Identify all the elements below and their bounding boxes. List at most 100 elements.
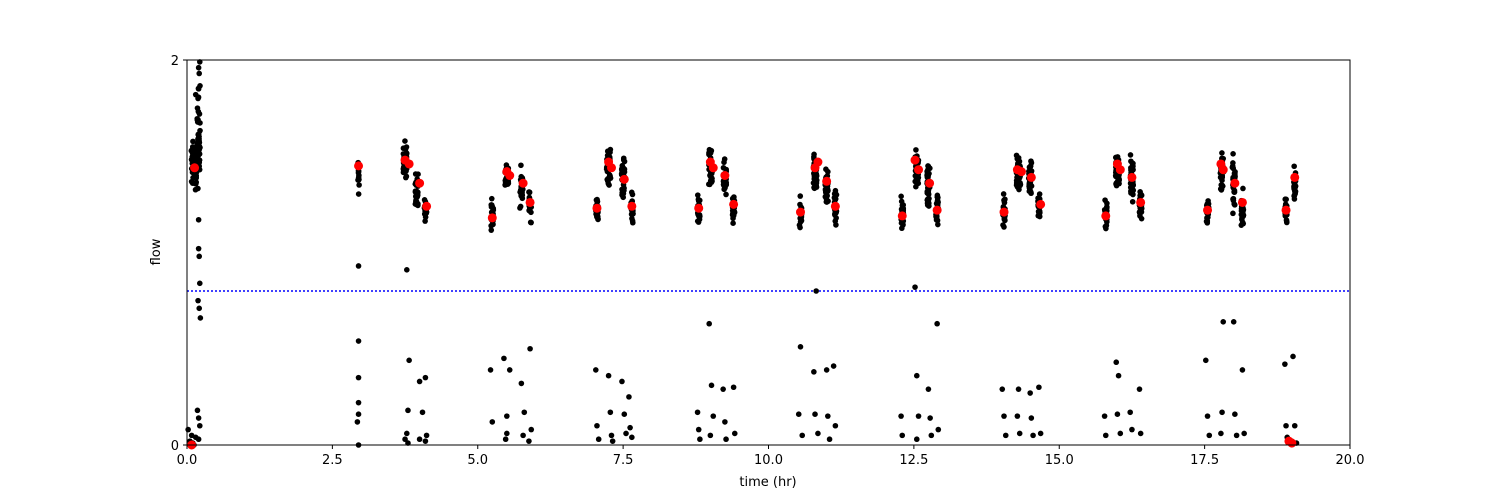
- data-point: [189, 154, 196, 160]
- highlight-point: [830, 201, 840, 211]
- data-point: [402, 150, 409, 157]
- highlight-point: [1127, 172, 1137, 182]
- x-tick-label: 20.0: [1336, 453, 1365, 468]
- data-point: [708, 179, 715, 185]
- y-tick-label: 0: [171, 439, 179, 454]
- highlight-point: [487, 213, 497, 223]
- data-point: [1030, 432, 1036, 439]
- highlight-point: [415, 178, 425, 188]
- data-point: [196, 305, 203, 312]
- data-point: [504, 430, 510, 437]
- data-point: [1130, 191, 1136, 198]
- highlight-point: [1290, 172, 1300, 182]
- x-tick-label: 10.0: [754, 453, 783, 468]
- data-point: [355, 263, 362, 269]
- data-point: [832, 187, 839, 194]
- data-point: [832, 218, 839, 224]
- data-point: [520, 432, 526, 439]
- data-point: [423, 432, 430, 439]
- data-point: [1231, 170, 1238, 176]
- highlight-point: [422, 201, 432, 211]
- data-point: [621, 411, 628, 418]
- data-point: [928, 432, 935, 439]
- data-point: [1290, 353, 1296, 360]
- data-point: [402, 436, 408, 443]
- data-point: [355, 399, 362, 406]
- data-point: [195, 131, 202, 137]
- data-point: [620, 165, 627, 172]
- data-point: [1218, 430, 1224, 437]
- data-point: [405, 407, 411, 414]
- data-point: [1291, 422, 1298, 429]
- data-point: [1101, 413, 1108, 419]
- data-point: [1218, 186, 1225, 192]
- data-point: [935, 199, 941, 206]
- highlight-point: [1237, 197, 1247, 207]
- data-point: [195, 216, 202, 223]
- data-point: [188, 147, 195, 154]
- data-point: [832, 422, 839, 429]
- data-point: [194, 105, 201, 111]
- highlight-point: [822, 176, 832, 186]
- data-point: [356, 176, 362, 183]
- data-point: [528, 209, 534, 216]
- data-point: [1205, 198, 1211, 204]
- data-point: [504, 413, 510, 419]
- data-point: [355, 411, 362, 418]
- data-point: [1037, 430, 1044, 437]
- data-point: [915, 413, 922, 419]
- highlight-point: [1136, 197, 1146, 207]
- data-point: [913, 372, 920, 379]
- data-point: [194, 407, 201, 414]
- data-point: [1113, 359, 1120, 366]
- data-point: [811, 154, 817, 160]
- data-point: [723, 191, 729, 198]
- data-point: [898, 193, 904, 200]
- data-point: [404, 267, 410, 273]
- data-point: [191, 174, 198, 181]
- x-tick-label: 7.5: [613, 453, 634, 468]
- data-point: [1015, 183, 1021, 190]
- data-point: [196, 70, 203, 77]
- data-point: [730, 210, 736, 217]
- data-point: [414, 202, 420, 208]
- highlight-point: [619, 174, 629, 184]
- data-point: [415, 171, 421, 177]
- data-point: [694, 192, 701, 198]
- plot-area: [187, 60, 1350, 445]
- data-point: [422, 374, 429, 381]
- y-axis-label: flow: [149, 238, 164, 265]
- data-point: [1232, 411, 1238, 418]
- data-point: [605, 372, 612, 379]
- data-point: [695, 426, 702, 433]
- data-point: [1206, 432, 1213, 439]
- highlight-point: [897, 211, 907, 221]
- data-point: [594, 198, 601, 205]
- highlight-point: [1101, 211, 1111, 221]
- data-point: [185, 426, 191, 433]
- data-point: [1129, 426, 1135, 433]
- highlight-point: [932, 205, 942, 215]
- data-point: [913, 183, 919, 190]
- highlight-point: [190, 163, 200, 173]
- data-point: [913, 175, 920, 181]
- data-point: [355, 191, 362, 197]
- data-point: [1114, 411, 1121, 418]
- data-point: [934, 320, 940, 327]
- data-point: [414, 190, 421, 197]
- data-point: [488, 227, 495, 233]
- data-point: [694, 409, 701, 416]
- data-point: [195, 116, 201, 123]
- data-point: [1240, 212, 1247, 218]
- data-point: [1231, 201, 1237, 207]
- data-point: [521, 409, 528, 416]
- data-point: [710, 413, 717, 419]
- data-point: [400, 169, 407, 176]
- data-point: [706, 146, 713, 153]
- highlight-point: [1115, 165, 1125, 175]
- data-point: [416, 436, 423, 443]
- data-point: [1136, 386, 1143, 392]
- data-point: [720, 386, 726, 392]
- data-point: [1115, 372, 1122, 379]
- data-point: [830, 363, 837, 369]
